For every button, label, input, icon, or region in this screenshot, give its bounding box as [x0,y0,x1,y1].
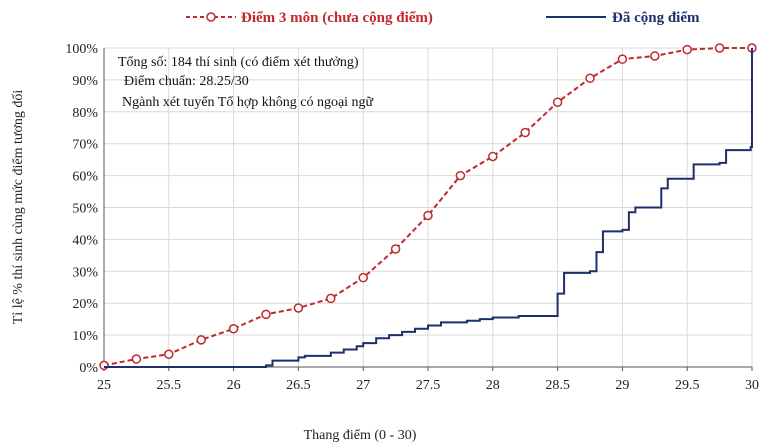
series-point-0 [164,349,174,359]
x-tick-label: 25.5 [157,378,182,393]
x-tick-label: 28 [486,378,500,393]
annotation-total: Tổng số: 184 thí sinh (có điểm xét thưởn… [118,55,359,70]
series-group [99,43,757,371]
x-tick-label: 26 [227,378,241,393]
legend-label-series-0: Điểm 3 môn (chưa cộng điểm) [241,10,433,26]
series-point-0 [196,335,206,345]
series-point-0 [423,210,433,221]
series-line-0 [103,47,752,367]
series-point-0 [714,43,725,53]
series-point-0 [228,323,239,334]
series-point-0 [552,97,563,107]
x-tick-label: 25 [97,378,111,393]
y-tick-label: 60% [72,170,98,185]
x-tick-label: 28.5 [545,378,570,393]
y-tick-label: 20% [72,297,98,312]
y-tick-label: 70% [72,138,98,153]
y-tick-label: 100% [65,42,98,57]
annotation-major: Ngành xét tuyển Tổ hợp không có ngoại ng… [122,95,374,110]
legend-label-series-1: Đã cộng điểm [612,10,700,26]
series-point-0 [585,73,595,84]
series-point-0 [520,127,530,138]
series-point-0 [261,309,271,320]
x-tick-labels: 25 25.5 26 26.5 27 27.5 28 28.5 29 29.5 30 [97,378,759,393]
x-tick-label: 30 [745,378,759,393]
series-point-0 [650,51,660,61]
legend: Điểm 3 môn (chưa cộng điểm) Đã cộng điểm [186,10,700,26]
y-tick-label: 90% [72,74,98,89]
x-tick-label: 27.5 [416,378,441,393]
series-point-0 [131,354,142,364]
legend-marker-series-0 [206,12,216,22]
series-point-0 [488,151,498,162]
y-axis-title: Tỉ lệ % thí sinh cùng mức điểm tương đối [11,90,26,325]
series-0 [99,43,757,371]
series-point-0 [326,293,336,304]
series-point-0 [390,244,401,254]
grid [103,47,753,371]
y-tick-label: 30% [72,265,98,280]
series-point-0 [682,44,692,55]
x-tick-label: 27 [356,378,370,393]
series-line-1 [104,48,753,368]
x-tick-label: 29 [615,378,629,393]
y-tick-label: 0% [79,361,98,376]
series-point-0 [617,54,628,64]
series-point-0 [99,360,109,371]
series-point-0 [293,303,304,313]
x-axis-title: Thang điểm (0 - 30) [304,428,417,443]
x-tick-label: 29.5 [675,378,700,393]
annotation-box: Tổng số: 184 thí sinh (có điểm xét thưởn… [118,55,374,110]
series-1 [104,48,753,368]
y-tick-label: 10% [72,329,98,344]
series-point-0 [358,272,368,283]
annotation-cutoff: Điểm chuẩn: 28.25/30 [124,74,249,89]
y-tick-label: 40% [72,233,98,248]
series-point-0 [455,170,466,181]
x-tick-label: 26.5 [286,378,311,393]
y-tick-label: 80% [72,106,98,121]
y-tick-label: 50% [72,202,98,217]
y-tick-labels: 0% 10% 20% 30% 40% 50% 60% 70% 80% 90% 100% [65,42,98,376]
